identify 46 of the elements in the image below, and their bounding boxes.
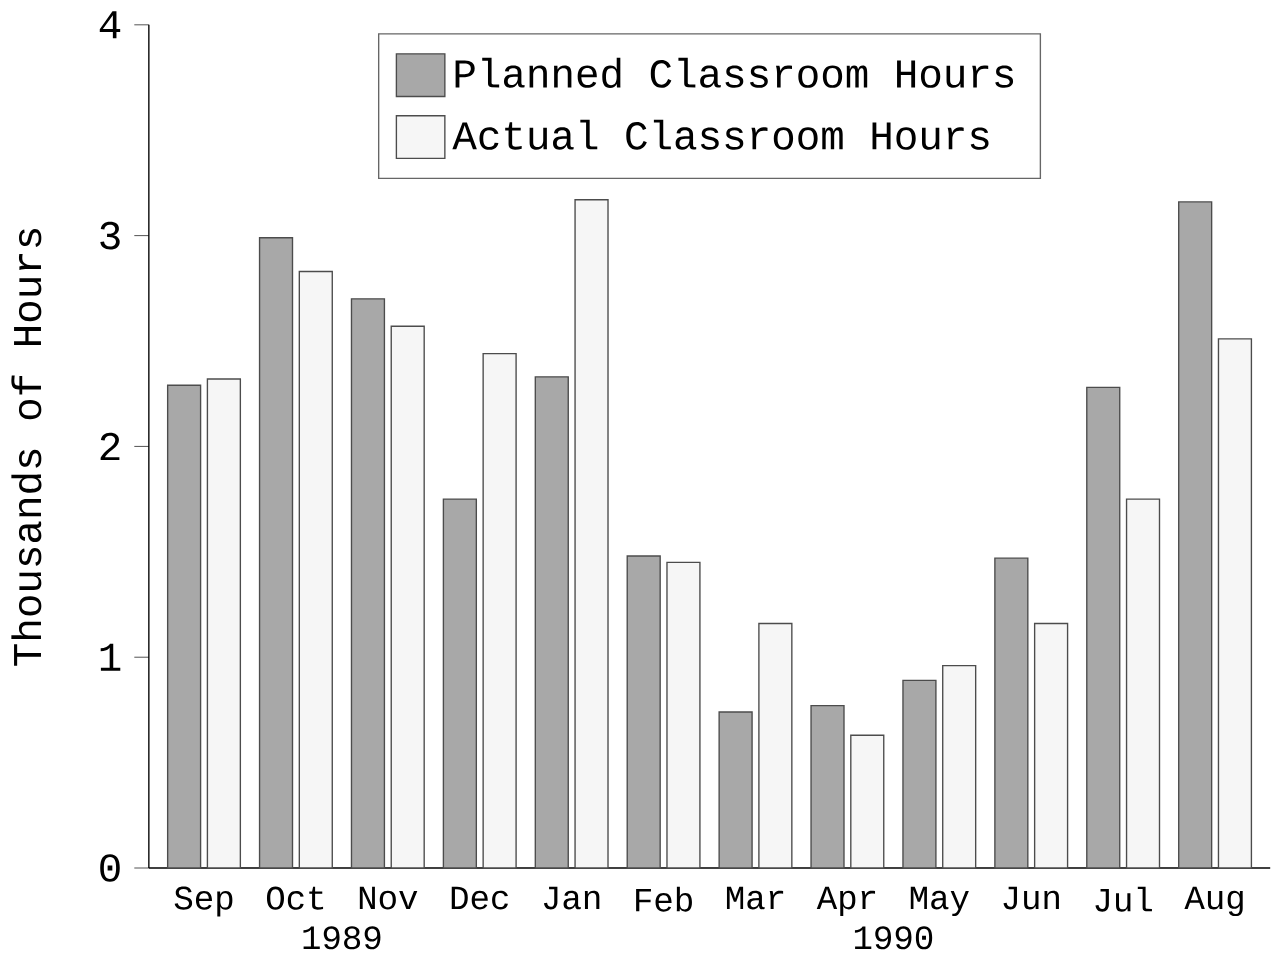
bar [1217, 338, 1253, 869]
x-tick-label: Aug [1184, 886, 1243, 917]
legend-label: Actual Classroom Hours [452, 119, 989, 150]
bar [206, 378, 242, 869]
bar [574, 199, 609, 869]
y-tick-label: 4 [99, 11, 121, 39]
bar [810, 704, 845, 869]
bar [626, 555, 661, 869]
y-tick-label: 3 [100, 221, 120, 250]
bar [1125, 498, 1161, 869]
x-tick-label: Oct [266, 886, 324, 910]
bar [942, 664, 977, 869]
text: 1990 [854, 926, 933, 950]
bar [718, 711, 753, 869]
bar [994, 557, 1029, 869]
text: 1989 [303, 926, 381, 950]
bar [442, 498, 478, 869]
x-tick-label: Dec [451, 886, 508, 910]
x-tick-label: Sep [174, 886, 233, 917]
y-tick-label: 2 [100, 432, 120, 461]
bar [298, 270, 333, 869]
legend-label: Planned Classroom Hours [455, 57, 1014, 88]
bar [166, 384, 202, 869]
bar [758, 622, 793, 869]
bar [666, 561, 701, 869]
x-tick-label: Feb [636, 886, 692, 912]
bar [350, 298, 386, 869]
y-tick-label: 1 [100, 643, 121, 671]
bar [534, 376, 569, 869]
x-tick-label: May [910, 886, 969, 917]
bar [258, 237, 294, 869]
x-tick-label: Mar [726, 886, 784, 910]
bar [1033, 622, 1069, 869]
x-tick-label: Apr [816, 886, 876, 917]
bar [850, 734, 885, 869]
y-axis-title: Thousands of Hours [11, 229, 42, 666]
bar [390, 325, 425, 869]
x-tick-label: Jan [543, 886, 600, 910]
y-tick-label: 0 [100, 854, 120, 882]
bar [1178, 201, 1213, 869]
x-tick-label: Nov [359, 886, 418, 910]
bar [902, 679, 937, 869]
bar [482, 352, 517, 869]
x-tick-label: Jul [1095, 886, 1152, 912]
x-tick-label: Jun [1003, 886, 1059, 910]
bar [1086, 386, 1121, 869]
